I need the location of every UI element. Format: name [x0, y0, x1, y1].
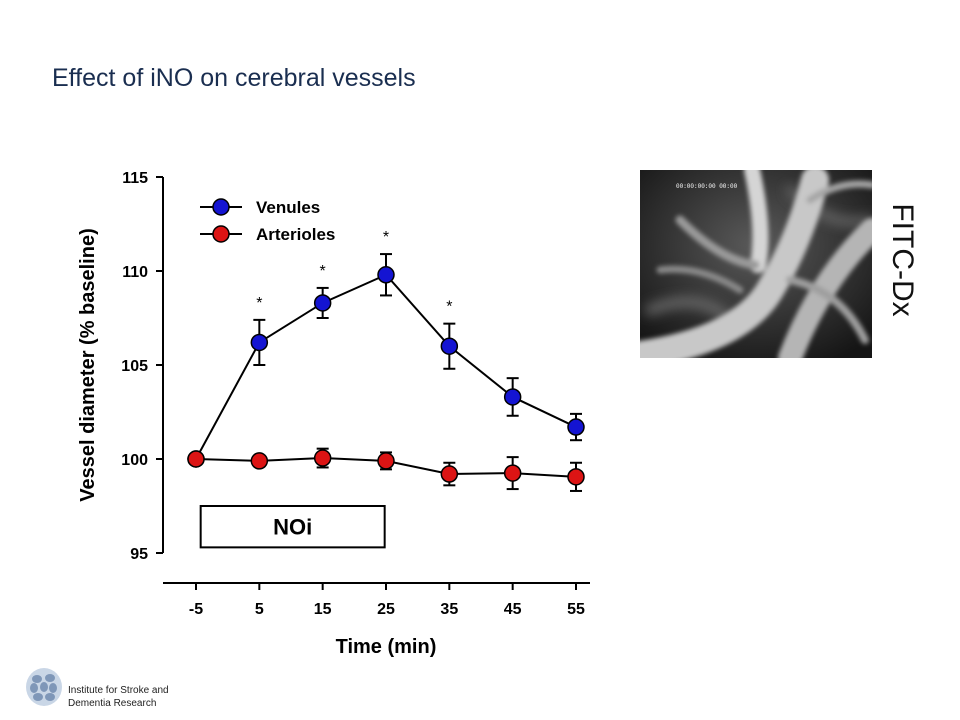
annotation-layer: NOi: [199, 505, 386, 549]
series-arterioles: [187, 447, 585, 492]
x-tick-label: -5: [189, 601, 203, 618]
noi-label: NOi: [273, 515, 312, 540]
data-point: [187, 450, 205, 468]
significance-marker: *: [320, 263, 326, 280]
x-axis-label: Time (min): [336, 636, 437, 658]
significance-marker: *: [383, 229, 389, 246]
data-point: [377, 452, 395, 470]
data-point: [440, 465, 459, 483]
series-layer: * * * *: [187, 229, 585, 492]
y-tick-label: 110: [122, 264, 148, 281]
fluorescence-micrograph: 00:00:00:00 00:00: [640, 170, 872, 358]
significance-marker: *: [256, 295, 262, 312]
data-point: [377, 266, 395, 284]
legend-label: Arterioles: [256, 225, 335, 244]
image-label: FITC-Dx: [882, 200, 922, 320]
y-tick-label: 100: [121, 452, 148, 469]
legend-marker: [212, 198, 230, 216]
slide-title: Effect of iNO on cerebral vessels: [52, 64, 416, 92]
data-point: [567, 468, 585, 486]
legend-marker: [212, 225, 230, 243]
x-tick-label: 15: [314, 601, 332, 618]
institute-line-1: Institute for Stroke and: [68, 685, 169, 696]
significance-marker: *: [446, 299, 452, 316]
data-point: [567, 418, 585, 436]
x-tick-label: 5: [255, 601, 264, 618]
y-tick-label: 115: [122, 170, 148, 187]
y-tick-label: 105: [121, 358, 148, 375]
data-point: [503, 464, 522, 482]
series-line: [195, 273, 577, 460]
legend: Venules Arterioles: [200, 198, 335, 244]
series-venules: * * * *: [187, 229, 585, 468]
axes: 95 100 105 110 115 -5 5 15 25 35 45 55 Time (min) Ves…: [77, 170, 590, 658]
data-point: [250, 452, 269, 470]
institute-name: Institute for Stroke and Dementia Resear…: [68, 684, 198, 710]
data-point: [313, 449, 332, 467]
fitc-dx-label: FITC-Dx: [886, 203, 919, 317]
data-point: [503, 388, 522, 406]
x-tick-label: 35: [440, 601, 458, 618]
x-tick-label: 55: [567, 601, 585, 618]
data-point: [250, 333, 269, 352]
y-axis-label: Vessel diameter (% baseline): [77, 228, 99, 501]
x-tick-label: 25: [377, 601, 395, 618]
legend-label: Venules: [256, 198, 320, 217]
institute-line-2: Dementia Research: [68, 698, 157, 709]
noi-box: [199, 505, 386, 549]
data-point: [313, 294, 332, 312]
data-point: [440, 337, 459, 355]
image-timestamp: 00:00:00:00 00:00: [676, 183, 738, 190]
brain-logo-icon: [24, 667, 64, 707]
y-tick-label: 95: [130, 546, 148, 563]
x-tick-label: 45: [504, 601, 522, 618]
